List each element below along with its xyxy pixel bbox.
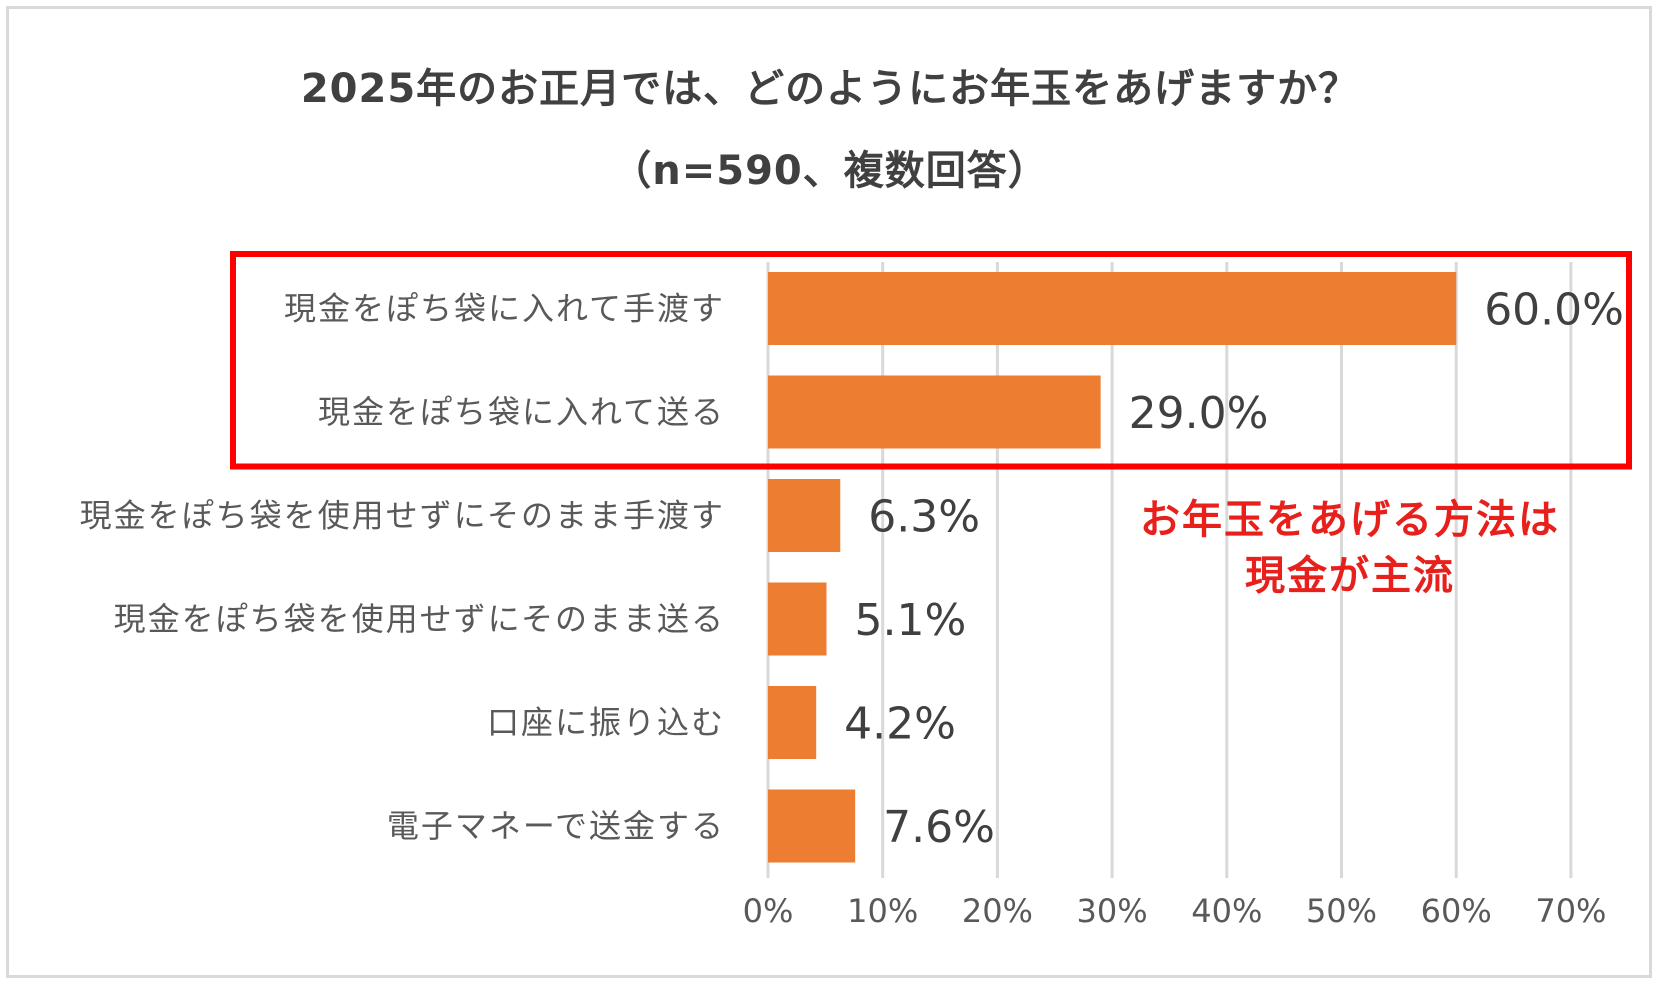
- x-tick-label: 30%: [1077, 892, 1148, 930]
- data-label: 4.2%: [844, 699, 956, 750]
- bar: [768, 272, 1457, 345]
- x-tick-label: 20%: [962, 892, 1033, 930]
- category-label: 口座に振り込む: [487, 704, 725, 742]
- x-tick-label: 0%: [743, 892, 794, 930]
- bar: [768, 789, 856, 863]
- x-tick-label: 60%: [1421, 892, 1492, 930]
- category-label: 現金をぽち袋を使用せずにそのまま送る: [114, 600, 725, 638]
- callout-line-1: お年玉をあげる方法は: [1140, 497, 1560, 543]
- x-tick-label: 50%: [1306, 892, 1377, 930]
- highlight-box: [230, 251, 1632, 470]
- callout-annotation: お年玉をあげる方法は 現金が主流: [1080, 492, 1620, 604]
- category-label: 現金をぽち袋を使用せずにそのまま手渡す: [80, 497, 725, 535]
- x-tick-label: 10%: [847, 892, 918, 930]
- data-label: 6.3%: [868, 492, 980, 543]
- bar: [768, 686, 817, 759]
- x-tick-label: 70%: [1535, 892, 1606, 930]
- data-label: 60.0%: [1484, 285, 1624, 336]
- bar: [768, 375, 1101, 449]
- chart-subtitle: （n=590、複数回答）: [611, 148, 1049, 194]
- bar: [768, 479, 841, 552]
- callout-line-2: 現金が主流: [1245, 553, 1455, 599]
- data-label: 7.6%: [883, 802, 995, 853]
- category-label: 現金をぽち袋に入れて送る: [318, 393, 725, 431]
- chart-title: 2025年のお正月では、どのようにお年玉をあげますか？: [300, 66, 1360, 112]
- x-tick-label: 40%: [1191, 892, 1262, 930]
- category-label: 電子マネーで送金する: [387, 807, 725, 845]
- data-label: 29.0%: [1129, 388, 1269, 439]
- category-label: 現金をぽち袋に入れて手渡す: [284, 290, 725, 328]
- bar: [768, 582, 827, 656]
- data-label: 5.1%: [854, 595, 966, 646]
